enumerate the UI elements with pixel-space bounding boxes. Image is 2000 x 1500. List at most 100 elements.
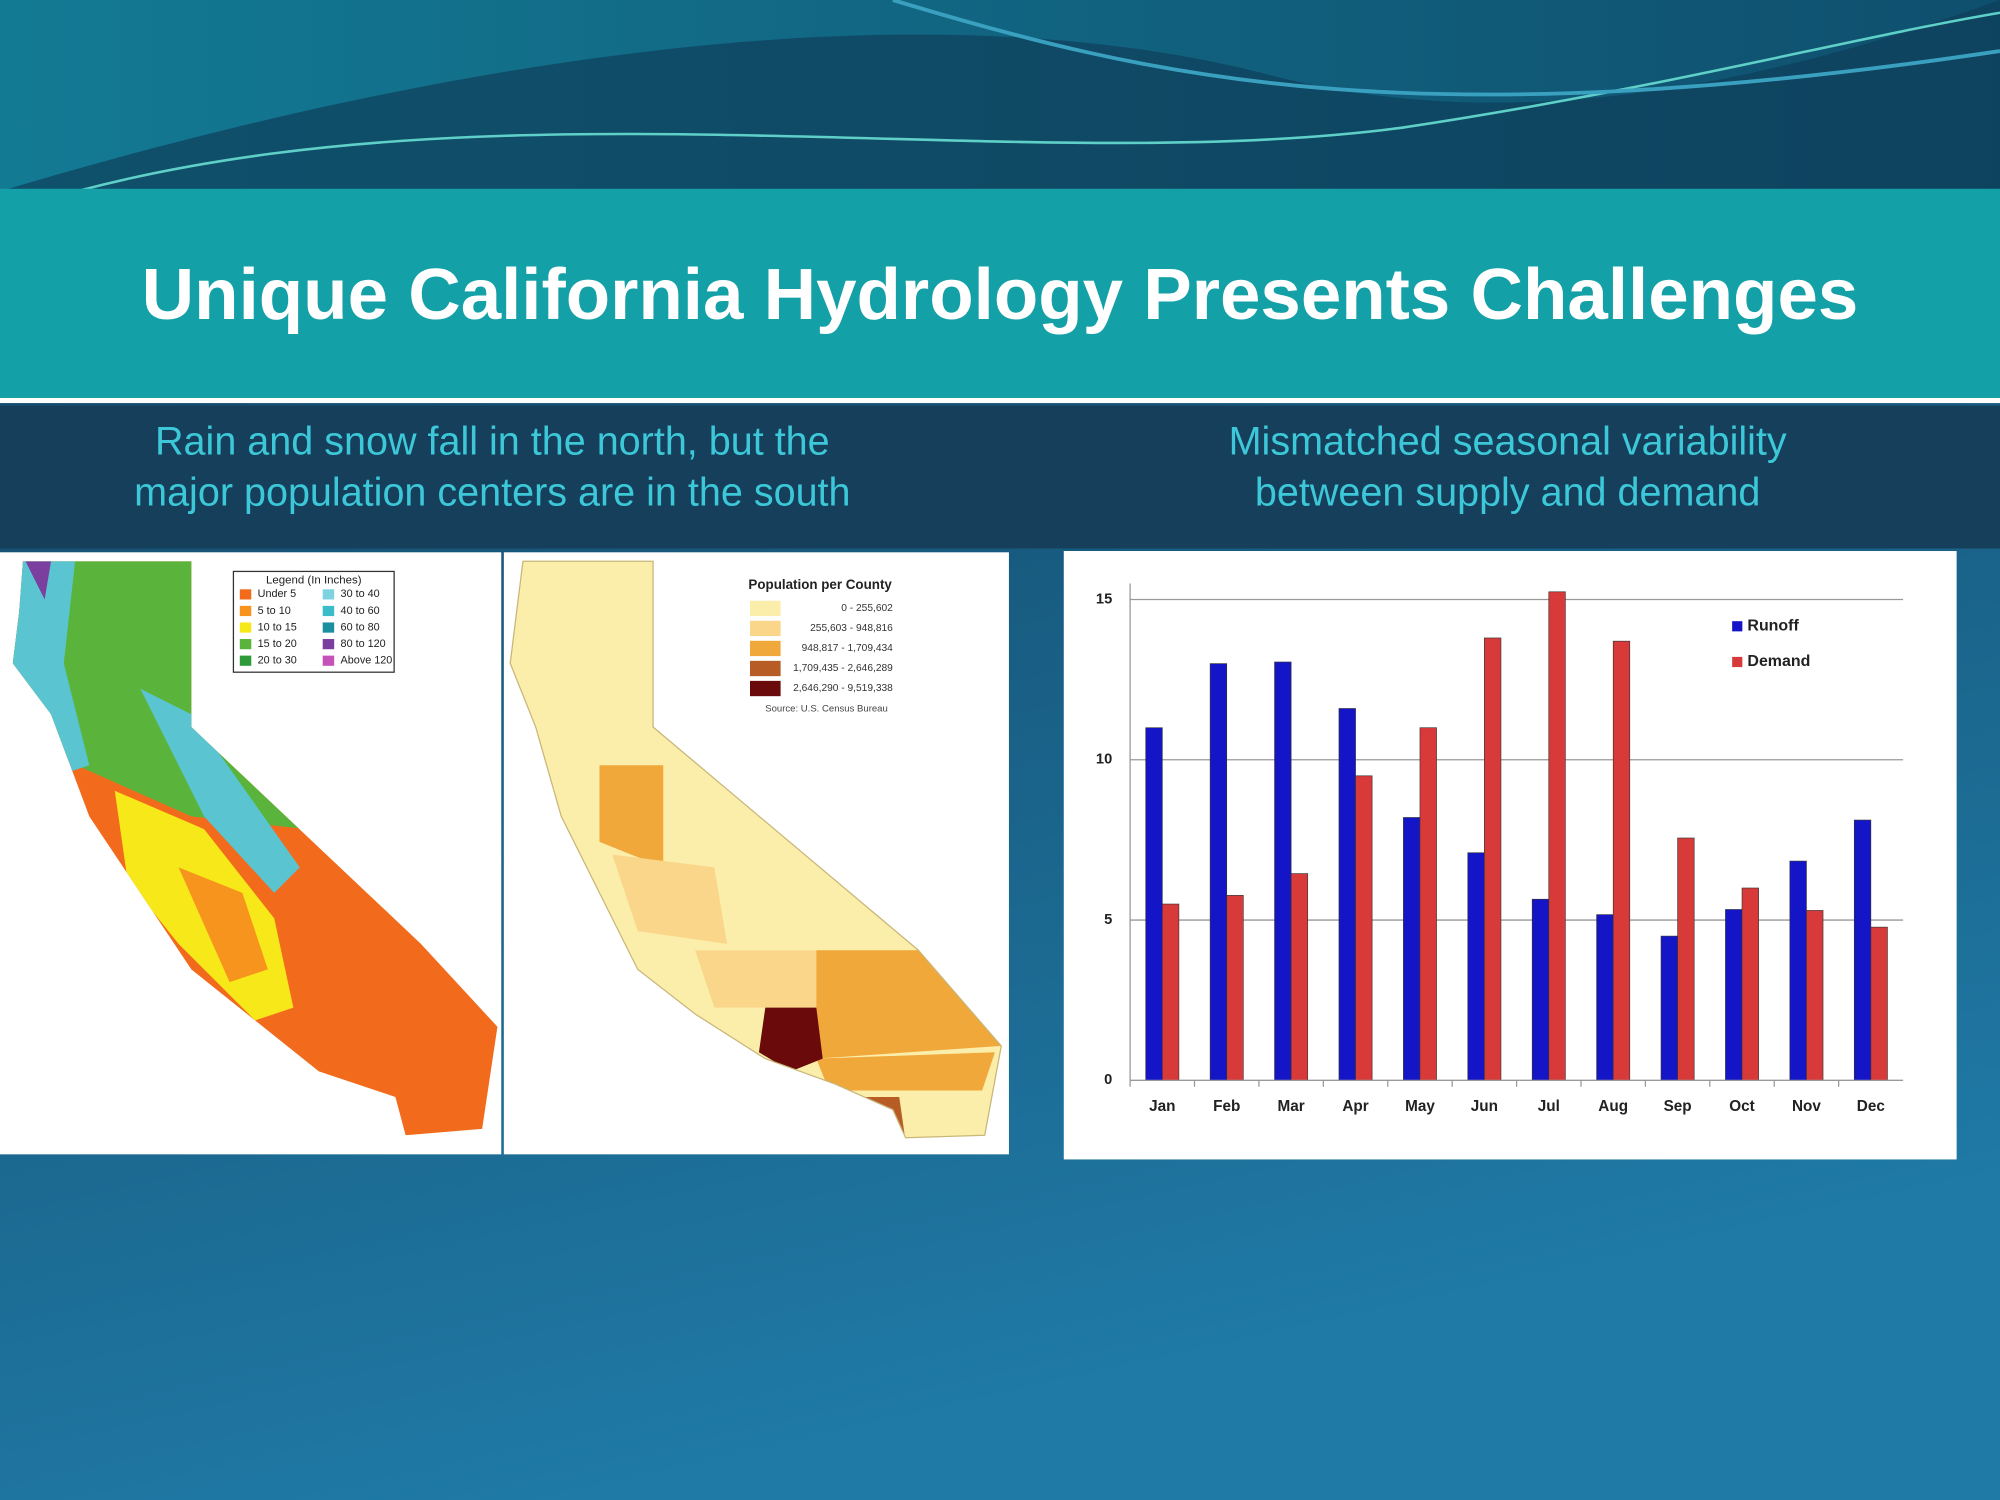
legend-title: Legend (In Inches) — [266, 574, 362, 586]
legend-label: Under 5 — [258, 588, 297, 600]
y-tick-label: 5 — [1104, 912, 1112, 928]
bar — [1596, 914, 1614, 1081]
legend-swatch — [750, 660, 781, 677]
x-tick-label: Feb — [1213, 1098, 1240, 1115]
map-region — [612, 854, 728, 944]
legend-label: 20 to 30 — [258, 655, 297, 667]
map-region — [25, 561, 52, 600]
legend-swatch — [322, 589, 335, 600]
x-tick-label: Dec — [1857, 1098, 1886, 1115]
caption-band — [0, 405, 2000, 549]
x-tick-label: Oct — [1729, 1098, 1755, 1115]
bar — [1870, 926, 1888, 1081]
map-region — [758, 1007, 823, 1072]
header-wave-line — [892, 0, 2000, 97]
bar — [1355, 775, 1373, 1081]
legend-label: 5 to 10 — [258, 605, 291, 617]
legend-swatch — [239, 655, 252, 666]
bar — [1806, 910, 1824, 1081]
title-band — [0, 188, 2000, 398]
left-caption: major population centers are in the sout… — [134, 470, 850, 514]
legend-swatch — [1732, 656, 1743, 668]
map-region — [816, 1052, 995, 1091]
x-tick-label: Nov — [1792, 1098, 1821, 1115]
bar — [1467, 852, 1485, 1081]
legend-label: 0 - 255,602 — [841, 603, 893, 614]
legend-swatch — [239, 622, 252, 633]
map-region — [599, 765, 664, 868]
bar — [1338, 708, 1356, 1081]
title-rule — [0, 397, 2000, 404]
bar — [1209, 663, 1228, 1081]
map-legend — [232, 570, 395, 673]
legend-label: 255,603 - 948,816 — [810, 623, 893, 634]
map-region — [695, 950, 817, 1008]
bar — [1161, 903, 1180, 1081]
legend-label: 1,709,435 - 2,646,289 — [793, 663, 893, 674]
bar — [1853, 819, 1872, 1081]
bar — [1531, 898, 1550, 1081]
bar — [1226, 895, 1244, 1081]
x-tick-label: Sep — [1664, 1098, 1692, 1115]
legend-label: 30 to 40 — [341, 588, 380, 600]
bar — [1145, 727, 1163, 1081]
legend-label: 2,646,290 - 9,519,338 — [793, 683, 893, 694]
legend-swatch — [322, 622, 335, 633]
right-caption: Mismatched seasonal variability — [1229, 419, 1787, 463]
header-wave-line — [76, 11, 2000, 193]
legend-swatch — [750, 640, 781, 657]
legend-label: Demand — [1747, 653, 1810, 670]
legend-swatch — [322, 605, 335, 617]
legend-swatch — [750, 680, 781, 697]
y-tick-label: 10 — [1096, 752, 1112, 768]
bar — [1725, 909, 1743, 1081]
header-wave — [0, 0, 2000, 192]
bar — [1612, 640, 1631, 1081]
bar-chart: 0 5 10 15 Jan Feb Mar Apr May Jun Jul Aug Sep Oct Nov D… — [1063, 551, 1957, 1160]
legend-label: 10 to 15 — [258, 621, 297, 633]
legend-swatch — [750, 600, 781, 617]
map-region — [140, 688, 300, 893]
bar — [1548, 591, 1566, 1081]
legend-label: 40 to 60 — [341, 605, 380, 617]
legend-swatch — [239, 639, 252, 650]
map-outline — [509, 560, 1002, 1139]
bar — [1274, 661, 1292, 1081]
bar — [1290, 873, 1309, 1081]
bar — [1484, 637, 1502, 1081]
legend-swatch — [750, 620, 781, 637]
legend-title: Population per County — [748, 577, 892, 592]
map-region — [816, 950, 1002, 1059]
right-caption: between supply and demand — [1255, 470, 1761, 514]
legend-label: 15 to 20 — [258, 638, 297, 650]
legend-swatch — [1732, 621, 1743, 632]
bar — [1419, 727, 1437, 1081]
bar — [1789, 860, 1807, 1081]
rainfall-map: Legend (In Inches) Under 5 5 to 10 10 to 15… — [0, 552, 502, 1155]
bar — [1660, 935, 1678, 1081]
population-map: Population per County 0 - 255,602 255,603 … — [503, 552, 1009, 1155]
legend-swatch — [322, 639, 335, 650]
legend-label: 60 to 80 — [341, 621, 380, 633]
x-tick-label: Aug — [1598, 1098, 1628, 1115]
bar — [1403, 817, 1421, 1081]
bar — [1741, 887, 1759, 1081]
x-tick-label: Mar — [1278, 1098, 1305, 1115]
legend-swatch — [239, 605, 252, 617]
y-tick-label: 15 — [1096, 591, 1112, 607]
x-tick-label: Jan — [1149, 1098, 1175, 1115]
left-caption: Rain and snow fall in the north, but the — [155, 419, 830, 463]
legend-label: 80 to 120 — [341, 638, 386, 650]
legend-swatch — [322, 655, 335, 666]
map-source: Source: U.S. Census Bureau — [765, 704, 888, 715]
x-tick-label: May — [1405, 1098, 1435, 1115]
map-region — [178, 867, 268, 983]
slide-title: Unique California Hydrology Presents Cha… — [142, 254, 1859, 335]
y-tick-label: 0 — [1104, 1072, 1112, 1088]
legend-label: 948,817 - 1,709,434 — [802, 643, 894, 654]
legend-label: Above 120 — [341, 655, 393, 667]
legend-label: Runoff — [1747, 617, 1799, 634]
x-tick-label: Apr — [1342, 1098, 1368, 1115]
